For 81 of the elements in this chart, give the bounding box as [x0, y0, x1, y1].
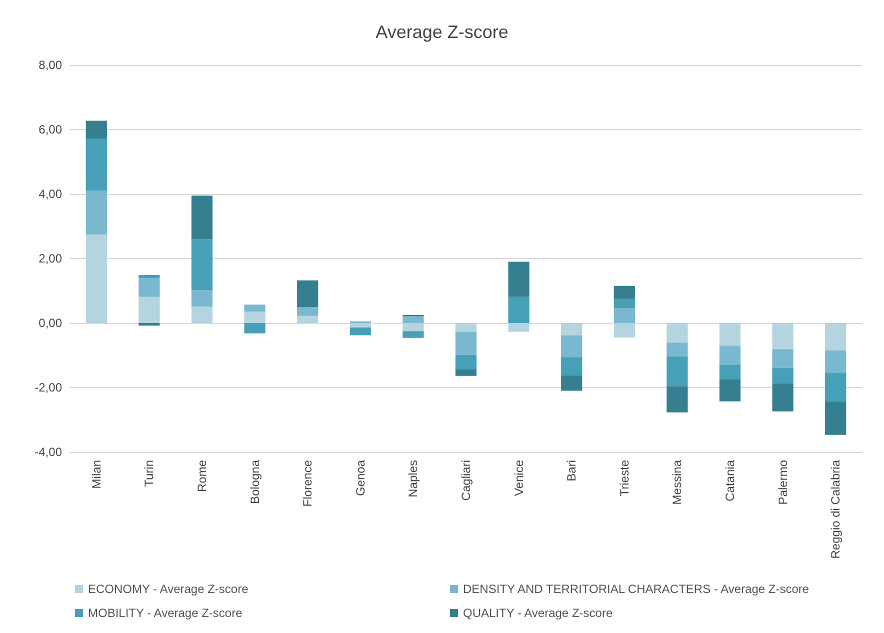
x-tick-label: Naples [406, 460, 420, 498]
bar [402, 316, 424, 323]
bar [244, 304, 266, 312]
bar [772, 383, 794, 412]
y-tick-label: -4,00 [34, 445, 62, 459]
bar [508, 262, 530, 297]
bar [297, 307, 318, 316]
bar [244, 312, 266, 323]
x-tick-label: Trieste [617, 460, 632, 496]
x-tick-label: Bari [564, 460, 579, 482]
bar [455, 323, 477, 332]
x-tick-label: Reggio di Calabria [828, 460, 843, 559]
y-tick-label: -2,00 [34, 380, 62, 394]
bar [244, 323, 266, 334]
legend-label: DENSITY AND TERRITORIAL CHARACTERS - Average Z-score [463, 582, 810, 596]
bar [455, 369, 477, 376]
bar [614, 286, 635, 299]
bar [297, 280, 318, 308]
bar [772, 368, 794, 384]
x-tick-label: Milan [89, 460, 104, 489]
y-tick-label: 8,00 [38, 58, 62, 72]
bar [191, 239, 213, 290]
bar [350, 328, 371, 336]
bar [614, 308, 635, 323]
bar [191, 196, 213, 240]
x-tick-label: Turin [142, 460, 156, 487]
bar [825, 401, 846, 435]
bar [825, 372, 846, 402]
bar [86, 234, 107, 323]
bar [666, 356, 688, 386]
bar [191, 290, 213, 307]
bar [138, 274, 160, 278]
bar [402, 331, 424, 338]
bar [138, 278, 160, 297]
bar [719, 379, 741, 402]
bar [350, 323, 371, 328]
legend-label: MOBILITY - Average Z-score [88, 606, 243, 620]
bar [666, 323, 688, 343]
bar [772, 349, 794, 368]
chart-title: Average Z-score [376, 22, 508, 42]
bar [561, 335, 582, 358]
y-tick-label: 0,00 [38, 316, 62, 330]
bar [455, 354, 477, 370]
bar [719, 364, 741, 380]
x-tick-label: Cagliari [459, 460, 473, 501]
bar [825, 350, 846, 373]
y-tick-label: 4,00 [38, 187, 62, 201]
x-tick-label: Bologna [248, 460, 262, 504]
bar [86, 120, 107, 139]
bar [138, 323, 160, 326]
x-tick-label: Genoa [353, 460, 368, 496]
bar [297, 316, 318, 323]
bar [825, 323, 846, 350]
bar [614, 323, 635, 338]
bar [561, 375, 582, 391]
x-tick-label: Rome [195, 460, 209, 492]
bar [191, 306, 213, 323]
bar [86, 138, 107, 191]
bar [666, 342, 688, 356]
bar [666, 386, 688, 412]
y-tick-label: 6,00 [38, 122, 62, 136]
bar [508, 323, 530, 332]
bar [138, 296, 160, 323]
bar [561, 323, 582, 336]
y-tick-label: 2,00 [38, 252, 62, 266]
bar [772, 323, 794, 350]
x-tick-label: Florence [300, 460, 315, 507]
bar [719, 346, 741, 365]
bar [561, 357, 582, 376]
x-tick-label: Catania [723, 460, 737, 502]
bar [614, 298, 635, 308]
x-tick-label: Venice [512, 460, 526, 496]
bar [402, 323, 424, 332]
legend-label: ECONOMY - Average Z-score [88, 582, 249, 596]
bar [719, 323, 741, 346]
x-tick-label: Palermo [776, 460, 790, 505]
bar [508, 296, 530, 323]
legend-label: QUALITY - Average Z-score [463, 606, 613, 620]
bar [86, 190, 107, 235]
x-tick-label: Messina [670, 460, 684, 505]
bar [455, 332, 477, 355]
